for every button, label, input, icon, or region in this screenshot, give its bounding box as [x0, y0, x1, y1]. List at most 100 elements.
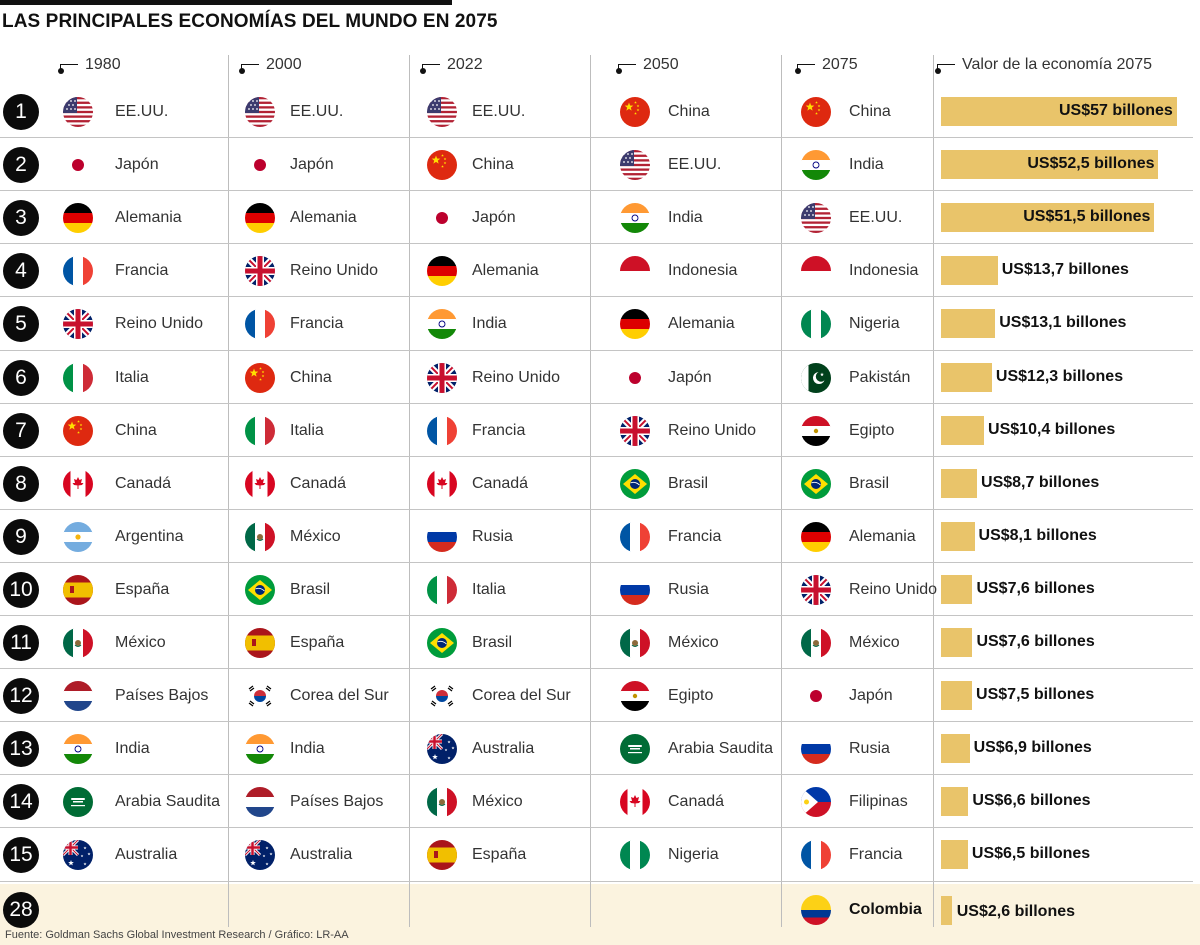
rank-badge: 14	[3, 784, 39, 821]
value-bar	[941, 574, 973, 604]
china-flag-icon	[245, 362, 275, 393]
country-name: Francia	[472, 421, 526, 439]
country-name: EE.UU.	[290, 103, 344, 120]
country-name: China	[115, 421, 157, 439]
country-name: Japón	[115, 156, 159, 174]
country-name: India	[115, 740, 150, 758]
country-name: México	[115, 634, 166, 651]
pakistan-flag-icon	[801, 362, 831, 393]
india-flag-icon	[801, 150, 831, 181]
country-name: México	[668, 634, 719, 651]
row-divider	[0, 350, 1193, 351]
header-marker-stem	[937, 64, 938, 72]
russia-flag-icon	[801, 734, 831, 765]
canada-flag-icon	[245, 468, 275, 499]
value-bar	[941, 734, 970, 764]
nigeria-flag-icon	[620, 840, 650, 871]
country-name: EE.UU.	[849, 209, 903, 227]
country-name: Australia	[115, 846, 178, 864]
rank-badge: 13	[3, 731, 39, 768]
indonesia-flag-icon	[620, 256, 650, 287]
netherlands-flag-icon	[63, 681, 93, 712]
header-marker-stem	[797, 64, 798, 72]
rank-badge: 6	[3, 359, 39, 396]
india-flag-icon	[427, 309, 457, 340]
canada-flag-icon	[427, 468, 457, 499]
russia-flag-icon	[427, 521, 457, 552]
row-divider	[0, 137, 1193, 138]
canada-flag-icon	[63, 468, 93, 499]
country-name: China	[290, 368, 332, 386]
nigeria-flag-icon	[801, 309, 831, 340]
france-flag-icon	[620, 521, 650, 552]
value-label: US$13,7 billones	[1001, 261, 1129, 279]
spain-flag-icon	[245, 628, 275, 658]
mexico-flag-icon	[427, 787, 457, 818]
rank-badge: 2	[3, 147, 39, 184]
header-marker-stem	[241, 64, 242, 72]
value-bar	[941, 521, 975, 551]
value-label: US$7,6 billones	[976, 633, 1095, 650]
brazil-flag-icon	[245, 574, 275, 605]
country-name: Canadá	[668, 793, 725, 811]
country-name: España	[115, 580, 170, 598]
country-name: Italia	[115, 368, 149, 386]
country-name: Francia	[849, 846, 903, 864]
india-flag-icon	[245, 734, 275, 765]
country-name: Brasil	[668, 474, 709, 492]
country-name: Alemania	[849, 527, 916, 545]
column-header-label: Valor de la economía 2075	[962, 56, 1153, 73]
china-flag-icon	[801, 97, 831, 127]
row-divider	[0, 190, 1193, 191]
value-label: US$13,1 billones	[999, 314, 1127, 332]
japan-flag-icon	[801, 681, 831, 712]
country-name: Reino Unido	[668, 421, 757, 439]
country-name: Indonesia	[849, 262, 919, 280]
column-divider	[933, 55, 934, 927]
country-name: Australia	[290, 846, 353, 864]
country-name: México	[290, 527, 341, 545]
country-name: Canadá	[472, 474, 529, 492]
country-name: México	[849, 634, 900, 651]
country-name: Alemania	[668, 315, 735, 333]
value-label: US$12,3 billones	[995, 367, 1124, 385]
row-divider	[0, 881, 1193, 882]
country-name: México	[472, 793, 523, 811]
country-name: Canadá	[290, 474, 347, 492]
country-name: España	[290, 634, 345, 651]
uk-flag-icon	[620, 415, 650, 446]
column-header-label: 2050	[643, 56, 679, 73]
saudi-arabia-flag-icon	[63, 787, 93, 818]
value-label: US$6,6 billones	[972, 792, 1091, 810]
germany-flag-icon	[245, 203, 275, 234]
country-name: Italia	[472, 580, 506, 598]
value-label: US$7,6 billones	[976, 579, 1095, 597]
value-label: US$51,5 billones	[1023, 208, 1151, 226]
uk-flag-icon	[801, 574, 831, 605]
value-label: US$52,5 billones	[1027, 155, 1155, 173]
france-flag-icon	[245, 309, 275, 340]
value-bar	[941, 203, 1155, 233]
france-flag-icon	[427, 415, 457, 446]
value-bar	[941, 681, 973, 711]
country-name: EE.UU.	[668, 156, 722, 174]
usa-flag-icon	[620, 150, 650, 181]
row-divider	[0, 243, 1193, 244]
rank-badge: 5	[3, 306, 39, 343]
australia-flag-icon	[245, 840, 275, 871]
row-divider	[0, 562, 1193, 563]
value-bar	[941, 309, 996, 339]
rank-badge: 8	[3, 465, 39, 502]
header-marker-stem	[60, 64, 61, 72]
value-label: US$8,7 billones	[981, 473, 1100, 491]
value-bar	[941, 97, 1177, 126]
country-name: Reino Unido	[115, 315, 204, 333]
value-bar	[941, 256, 998, 286]
country-name: Pakistán	[849, 368, 911, 386]
brazil-flag-icon	[427, 628, 457, 658]
netherlands-flag-icon	[245, 787, 275, 818]
colombia-flag-icon	[801, 895, 831, 925]
row-divider	[0, 721, 1193, 722]
country-name: Brasil	[290, 580, 331, 598]
spain-flag-icon	[63, 574, 93, 605]
